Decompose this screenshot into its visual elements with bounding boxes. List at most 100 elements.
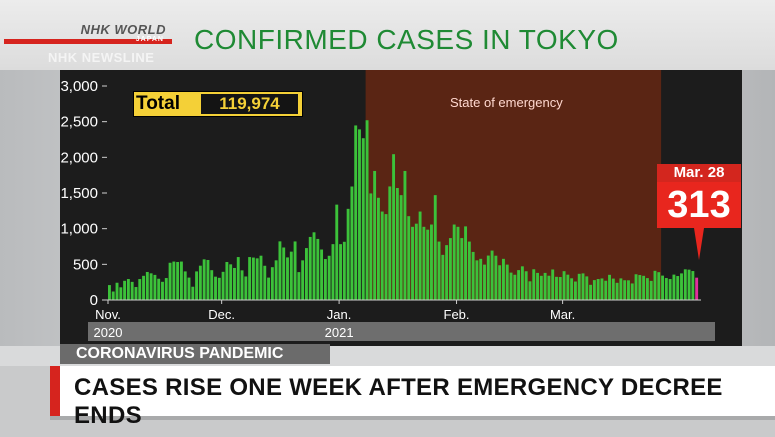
bar [138,279,142,300]
bar [649,280,653,300]
y-tick-label: 1,000 [60,221,98,238]
x-tick-label: Mar. [550,307,575,322]
bar [437,241,441,300]
bar [282,247,286,300]
bar [555,276,558,300]
x-year-label: 2020 [94,325,123,340]
bar [623,280,627,300]
bar [149,273,153,300]
bar [683,269,687,300]
bar [358,129,361,300]
callout-date: Mar. 28 [657,164,741,182]
bar [365,120,369,301]
bar [448,238,452,300]
bar [168,262,172,300]
bar [657,272,661,300]
bar [445,245,449,300]
bar [589,284,593,300]
bar [528,281,532,300]
bar [395,188,399,300]
bar [645,278,649,300]
total-box: Total 119,974 [133,91,303,117]
bar [134,287,138,300]
bar [373,170,377,300]
bar [441,254,445,300]
bar [108,285,111,300]
bar [244,276,248,300]
bar [297,272,301,300]
bar [509,272,513,300]
bar [695,277,699,300]
bar [577,273,581,300]
bar [392,154,396,300]
topic-tag: CORONAVIRUS PANDEMIC [60,344,330,364]
y-tick-label: 3,000 [60,78,98,95]
bar [456,226,460,300]
x-tick-label: Feb. [444,307,470,322]
bar [312,232,316,300]
bar [202,259,206,300]
bar [172,261,176,300]
emergency-band [365,70,662,300]
bar [426,229,430,300]
bar [532,269,536,300]
x-tick-label: Nov. [95,307,121,322]
bar [418,211,422,300]
bar [611,278,615,300]
bar [490,250,494,300]
bar [596,279,600,300]
bar [562,271,566,300]
bar [604,280,608,300]
bar [505,264,509,300]
bar [217,277,221,300]
bar [471,251,475,300]
headline: CASES RISE ONE WEEK AFTER EMERGENCY DECR… [74,374,723,429]
bar [547,275,551,300]
bar [634,274,638,300]
bar [422,226,426,300]
bar [263,265,267,300]
bar [308,236,312,300]
bar [566,274,570,300]
nhk-world-logo: NHK WORLD JAPAN [4,22,172,48]
program-name: NHK NEWSLINE [48,50,155,65]
bar [619,278,623,300]
bar [615,282,619,300]
bar [255,258,259,300]
bar [206,259,210,300]
bar [592,280,596,300]
bar [214,276,217,300]
bar [376,197,380,300]
bar [680,273,683,300]
bar [157,278,161,300]
bar [119,287,123,300]
bar [517,270,521,300]
bar [164,278,168,300]
bar [475,260,479,300]
logo-red-bar [4,39,172,44]
y-tick-label: 1,500 [60,185,98,202]
bar [388,186,392,300]
header-background [0,0,775,70]
bar [183,271,187,300]
bar [464,226,468,300]
bar [638,275,642,300]
bar [176,261,180,300]
bar [483,264,486,300]
x-tick-label: Dec. [208,307,235,322]
bar [161,281,164,300]
bar [111,291,115,300]
bar [414,223,418,300]
bar [293,241,297,300]
bar [187,277,191,300]
total-label: Total [136,93,180,114]
bar [274,260,278,300]
bar [676,276,680,300]
bar [513,274,517,300]
bar [267,277,271,300]
bar [342,241,346,300]
bar [354,125,358,300]
y-tick-label: 0 [90,292,98,309]
bar [145,271,149,300]
logo-main-text: NHK WORLD [80,22,166,37]
